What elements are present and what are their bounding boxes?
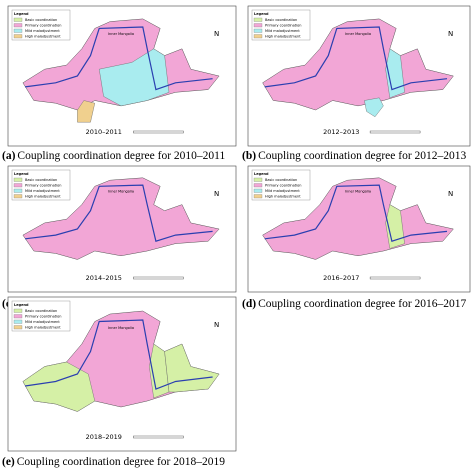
basin bbox=[262, 177, 454, 260]
legend-swatch bbox=[13, 319, 23, 324]
legend-label: Primary coordination bbox=[25, 24, 61, 28]
caption-label: (e) bbox=[2, 456, 15, 468]
legend-label: High maladjustment bbox=[25, 326, 61, 330]
legend-title: Legend bbox=[254, 12, 269, 16]
map-label: Inner Mongolia bbox=[345, 189, 371, 193]
scale-bar bbox=[133, 435, 184, 439]
north-arrow: N bbox=[214, 321, 219, 329]
legend-label: Primary coordination bbox=[265, 24, 301, 28]
caption-text: Coupling coordination degree for 2010–20… bbox=[17, 150, 225, 162]
legend-label: Basic coordination bbox=[25, 309, 57, 313]
legend-swatch bbox=[253, 34, 263, 39]
legend-swatch bbox=[13, 28, 23, 33]
legend-label: Mild maladjustment bbox=[25, 320, 60, 324]
legend-label: Mild maladjustment bbox=[265, 29, 300, 33]
period-label: 2012–2013 bbox=[323, 128, 359, 136]
legend-title: Legend bbox=[14, 12, 29, 16]
map-label: Inner Mongolia bbox=[108, 32, 134, 36]
legend-label: Basic coordination bbox=[265, 18, 297, 22]
legend-swatch bbox=[253, 28, 263, 33]
region bbox=[77, 100, 96, 123]
legend-label: High maladjustment bbox=[25, 35, 61, 39]
river bbox=[25, 184, 213, 242]
caption: (a) Coupling coordination degree for 2010… bbox=[2, 150, 225, 162]
river bbox=[25, 26, 213, 91]
legend-swatch bbox=[253, 183, 263, 188]
legend-swatch bbox=[253, 177, 263, 182]
legend-label: Basic coordination bbox=[265, 178, 297, 182]
scale-bar bbox=[133, 276, 184, 280]
legend-swatch bbox=[13, 23, 23, 28]
legend-swatch bbox=[13, 183, 23, 188]
map-label: Inner Mongolia bbox=[108, 326, 134, 330]
legend-swatch bbox=[253, 17, 263, 22]
scale-bar bbox=[133, 130, 184, 134]
region bbox=[385, 204, 405, 249]
river bbox=[264, 184, 448, 242]
basin bbox=[262, 18, 454, 111]
legend-swatch bbox=[13, 177, 23, 182]
legend-title: Legend bbox=[254, 172, 269, 176]
region bbox=[98, 48, 170, 107]
map-label: Inner Mongolia bbox=[108, 189, 134, 193]
period-label: 2016–2017 bbox=[323, 274, 359, 282]
caption-text: Coupling coordination degree for 2018–20… bbox=[17, 456, 225, 468]
map-panel: Inner Mongolia N Legend Basic coordination P… bbox=[247, 5, 471, 147]
legend-label: High maladjustment bbox=[265, 195, 301, 199]
legend-swatch bbox=[13, 325, 23, 330]
scale-bar bbox=[369, 130, 421, 134]
caption-text: Coupling coordination degree for 2012–20… bbox=[258, 150, 466, 162]
caption: (e) Coupling coordination degree for 2018… bbox=[2, 456, 225, 468]
legend-label: Primary coordination bbox=[265, 184, 301, 188]
region bbox=[164, 343, 220, 393]
legend-swatch bbox=[13, 188, 23, 193]
map-panel: Inner Mongolia N Legend Basic coordination P… bbox=[7, 5, 237, 147]
caption-label: (b) bbox=[242, 150, 256, 162]
legend-title: Legend bbox=[14, 172, 29, 176]
legend-label: Basic coordination bbox=[25, 178, 57, 182]
map-panel: Inner Mongolia N Legend Basic coordination P… bbox=[7, 165, 237, 293]
period-label: 2010–2011 bbox=[86, 128, 122, 136]
river bbox=[264, 26, 448, 91]
region bbox=[385, 48, 405, 99]
legend-swatch bbox=[13, 34, 23, 39]
caption-text: Coupling coordination degree for 2016–20… bbox=[258, 298, 466, 310]
region bbox=[364, 97, 384, 118]
map-panel: Inner Mongolia N Legend Basic coordination P… bbox=[7, 296, 237, 452]
legend-label: High maladjustment bbox=[265, 35, 301, 39]
legend-swatch bbox=[13, 17, 23, 22]
legend-swatch bbox=[13, 314, 23, 319]
legend-title: Legend bbox=[14, 303, 29, 307]
river bbox=[25, 319, 213, 390]
caption-label: (a) bbox=[2, 150, 16, 162]
north-arrow: N bbox=[448, 30, 453, 38]
basin bbox=[22, 177, 220, 260]
legend-swatch bbox=[253, 194, 263, 199]
north-arrow: N bbox=[214, 30, 219, 38]
legend-label: Mild maladjustment bbox=[265, 189, 300, 193]
region bbox=[149, 343, 170, 399]
period-label: 2018–2019 bbox=[86, 433, 122, 441]
legend-swatch bbox=[13, 194, 23, 199]
legend-label: Mild maladjustment bbox=[25, 29, 60, 33]
period-label: 2014–2015 bbox=[86, 274, 122, 282]
caption: (b) Coupling coordination degree for 2012… bbox=[242, 150, 467, 162]
legend-label: Basic coordination bbox=[25, 18, 57, 22]
caption-label: (d) bbox=[242, 298, 256, 310]
map-panel: Inner Mongolia N Legend Basic coordination P… bbox=[247, 165, 471, 293]
legend-label: High maladjustment bbox=[25, 195, 61, 199]
north-arrow: N bbox=[448, 190, 453, 198]
legend-swatch bbox=[253, 188, 263, 193]
north-arrow: N bbox=[214, 190, 219, 198]
scale-bar bbox=[369, 276, 421, 280]
legend-swatch bbox=[13, 308, 23, 313]
map-label: Inner Mongolia bbox=[345, 32, 371, 36]
legend-label: Primary coordination bbox=[25, 315, 61, 319]
caption: (d) Coupling coordination degree for 2016… bbox=[242, 298, 467, 310]
legend-label: Primary coordination bbox=[25, 184, 61, 188]
legend-swatch bbox=[253, 23, 263, 28]
legend-label: Mild maladjustment bbox=[25, 189, 60, 193]
